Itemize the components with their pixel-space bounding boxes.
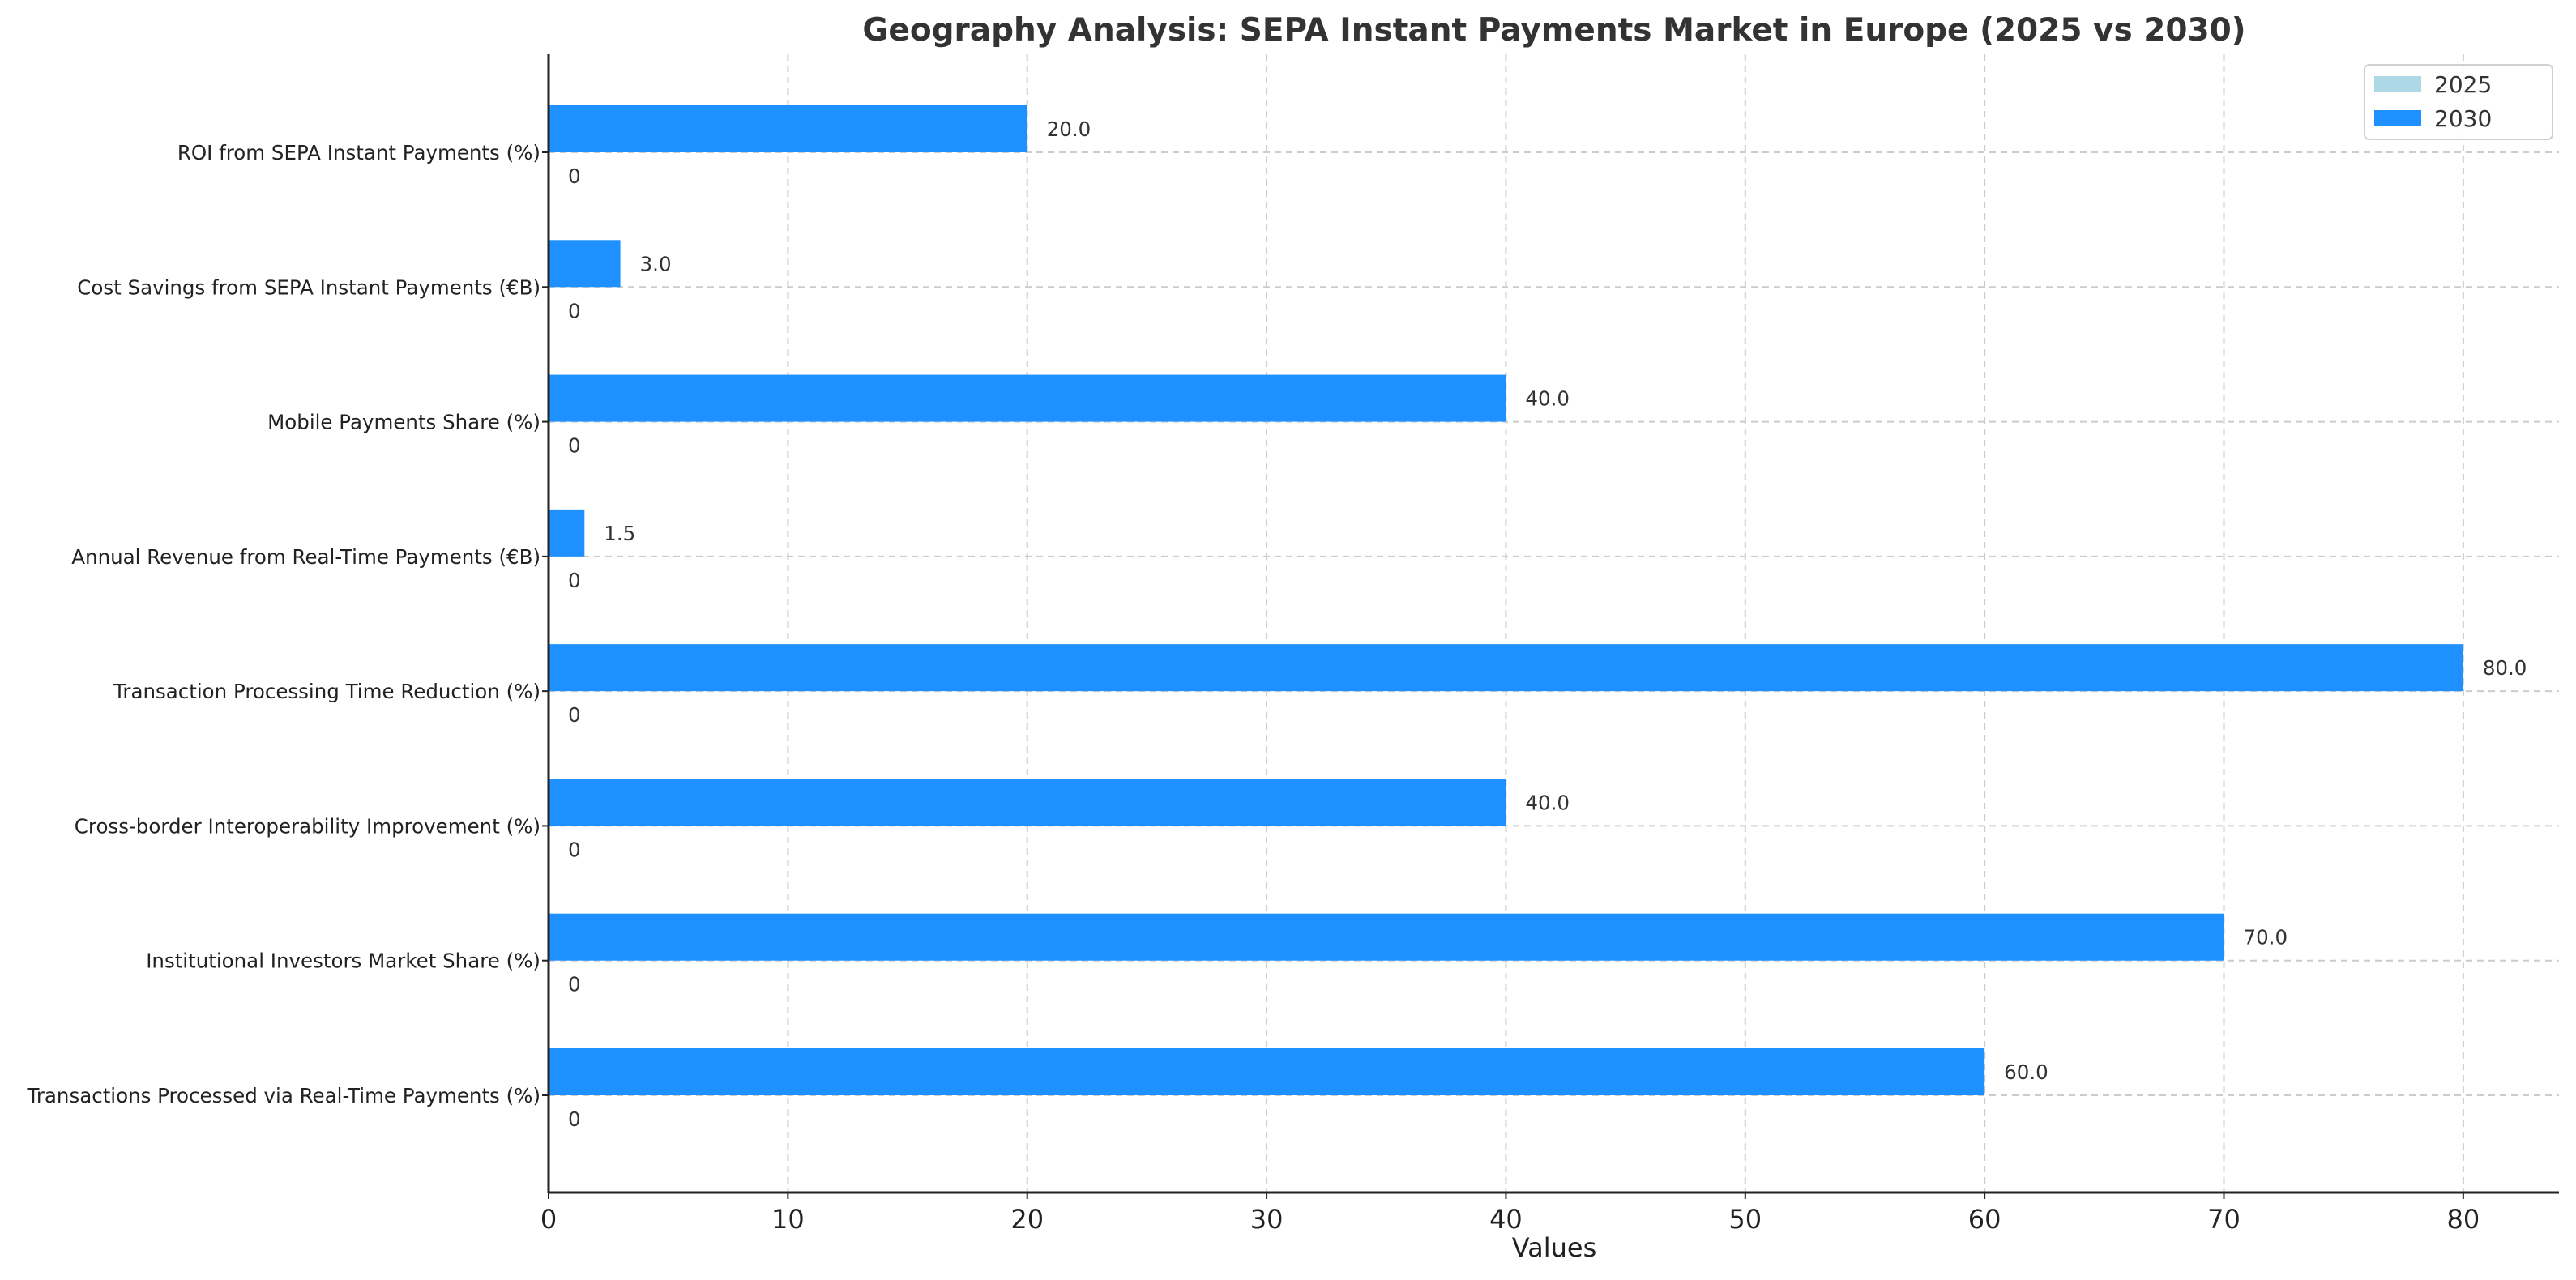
legend-label-2030[interactable]: 2030: [2434, 105, 2492, 132]
x-tick-label: 70: [2207, 1204, 2241, 1235]
x-tick-label: 0: [540, 1204, 557, 1235]
data-label-2030: 1.5: [604, 522, 635, 545]
bar-2030[interactable]: [549, 240, 621, 288]
grid-lines: [548, 54, 2559, 1193]
x-tick-label: 50: [1728, 1204, 1762, 1235]
data-label-2030: 40.0: [1525, 387, 1570, 411]
legend-label-2025[interactable]: 2025: [2434, 71, 2492, 98]
data-label-2030: 60.0: [2004, 1060, 2048, 1084]
data-label-2025: 0: [568, 703, 581, 727]
legend[interactable]: 2025 2030: [2364, 64, 2553, 140]
data-label-2025: 0: [568, 569, 581, 592]
y-tick-label: Mobile Payments Share (%): [267, 411, 540, 434]
bars: [549, 105, 2463, 1095]
legend-swatch-2030[interactable]: [2374, 110, 2421, 126]
x-tick-label: 80: [2446, 1204, 2480, 1235]
legend-swatch-2025[interactable]: [2374, 76, 2421, 92]
y-tick-label: Cost Savings from SEPA Instant Payments …: [77, 275, 540, 299]
bar-2030[interactable]: [549, 779, 1506, 826]
data-label-2025: 0: [568, 838, 581, 861]
bar-2030[interactable]: [549, 374, 1506, 422]
data-labels: 0 60.0 0 70.0 0 40.0 0 80.0 0 1.5 0 40.0 0 3.0 0 20.0: [568, 117, 2527, 1131]
bar-2030[interactable]: [549, 913, 2224, 961]
chart-title: Geography Analysis: SEPA Instant Payment…: [862, 12, 2245, 49]
x-tick-label: 10: [771, 1204, 805, 1235]
x-tick-label: 30: [1250, 1204, 1284, 1235]
data-label-2030: 3.0: [640, 252, 672, 275]
data-label-2030: 20.0: [1047, 117, 1091, 141]
y-tick-label: ROI from SEPA Instant Payments (%): [177, 141, 540, 164]
data-label-2025: 0: [568, 973, 581, 996]
axes: [542, 54, 2559, 1199]
data-label-2025: 0: [568, 299, 581, 322]
y-tick-label: Institutional Investors Market Share (%): [146, 949, 540, 973]
data-label-2025: 0: [568, 1107, 581, 1131]
x-axis-label: Values: [1512, 1232, 1597, 1263]
x-tick-label: 40: [1489, 1204, 1523, 1235]
data-label-2025: 0: [568, 434, 581, 458]
data-label-2030: 80.0: [2483, 656, 2527, 680]
bar-2030[interactable]: [549, 644, 2463, 692]
x-tick-label: 20: [1010, 1204, 1044, 1235]
data-label-2025: 0: [568, 164, 581, 188]
y-tick-label: Transaction Processing Time Reduction (%…: [113, 680, 540, 703]
y-tick-label: Transactions Processed via Real-Time Pay…: [26, 1084, 540, 1107]
y-tick-label: Annual Revenue from Real-Time Payments (…: [71, 545, 540, 569]
y-tick-label: Cross-border Interoperability Improvemen…: [75, 814, 540, 838]
data-label-2030: 70.0: [2244, 926, 2288, 949]
tick-labels: 0 10 20 30 40 50 60 70 80 Transactions Processed …: [26, 141, 2480, 1235]
bar-2030[interactable]: [549, 1048, 1985, 1095]
bar-2030[interactable]: [549, 105, 1027, 152]
x-tick-label: 60: [1968, 1204, 2001, 1235]
bar-2030[interactable]: [549, 509, 585, 557]
data-label-2030: 40.0: [1525, 791, 1570, 814]
